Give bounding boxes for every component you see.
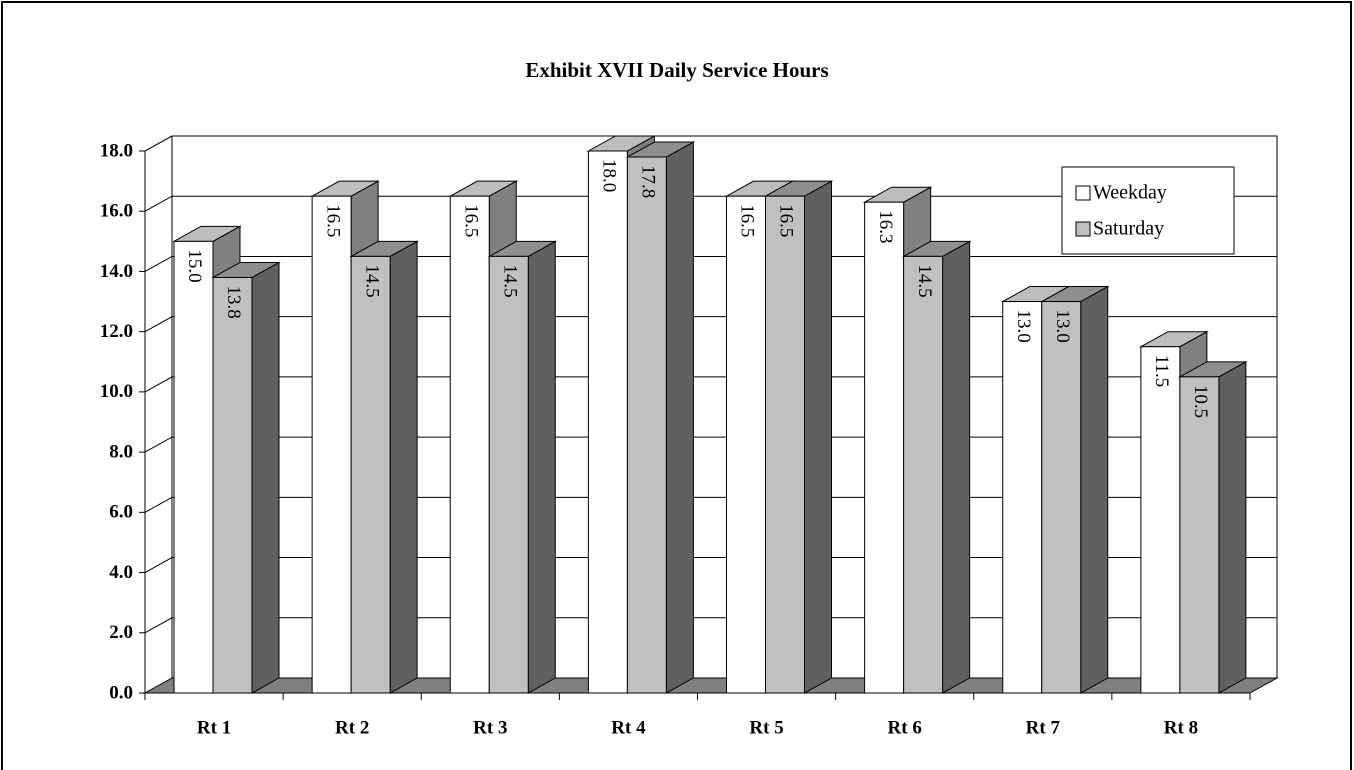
y-tick-label: 12.0 — [100, 321, 133, 342]
bar-side — [942, 240, 971, 694]
bar — [864, 201, 905, 694]
bar — [626, 156, 667, 694]
y-tick-label: 10.0 — [100, 381, 133, 402]
value-label: 13.0 — [1013, 310, 1034, 343]
bar — [1179, 376, 1220, 694]
x-tick-label: Rt 7 — [1026, 717, 1061, 738]
y-tick-label: 16.0 — [100, 201, 133, 222]
x-tick-label: Rt 8 — [1164, 717, 1198, 738]
y-tick-label: 18.0 — [100, 140, 133, 161]
bar — [212, 276, 253, 694]
legend-swatch — [1075, 185, 1091, 201]
value-label: 18.0 — [599, 159, 620, 192]
value-label: 16.3 — [875, 210, 896, 243]
x-tick-label: Rt 5 — [749, 717, 783, 738]
bar — [726, 195, 766, 694]
value-label: 16.5 — [460, 204, 481, 237]
x-tick-label: Rt 2 — [335, 717, 369, 738]
y-tick-label: 6.0 — [109, 502, 133, 523]
bar-side — [804, 180, 832, 694]
x-tick-label: Rt 6 — [888, 717, 922, 738]
legend-label: Saturday — [1093, 218, 1164, 240]
x-tick-label: Rt 3 — [473, 717, 507, 738]
x-tick-label: Rt 1 — [197, 717, 231, 738]
chart-title: Exhibit XVII Daily Service Hours — [525, 58, 828, 82]
x-tick-label: Rt 4 — [611, 717, 646, 738]
bar-side — [251, 261, 280, 694]
value-label: 14.5 — [499, 264, 520, 297]
value-label: 16.5 — [776, 204, 797, 237]
y-tick-label: 14.0 — [100, 261, 133, 282]
bar — [311, 195, 352, 694]
value-label: 10.5 — [1190, 385, 1211, 418]
value-label: 15.0 — [184, 249, 205, 282]
value-label: 13.8 — [223, 285, 244, 318]
bar — [1140, 346, 1181, 694]
bar-side — [665, 141, 694, 694]
grid-line — [144, 135, 1277, 152]
value-label: 14.5 — [914, 264, 935, 297]
legend-box — [1061, 166, 1235, 255]
bar — [350, 255, 391, 694]
value-label: 14.5 — [361, 264, 382, 297]
bar — [488, 255, 529, 694]
value-label: 16.5 — [737, 204, 758, 237]
y-tick-label: 0.0 — [109, 682, 133, 703]
value-label: 17.8 — [638, 165, 659, 198]
bar — [1002, 301, 1043, 694]
value-label: 11.5 — [1151, 355, 1172, 388]
value-label: 13.0 — [1052, 310, 1073, 343]
bar-side — [527, 240, 556, 694]
bar — [449, 195, 490, 694]
bar — [1041, 301, 1082, 694]
y-tick-label: 8.0 — [109, 441, 133, 462]
y-tick-label: 2.0 — [109, 622, 133, 643]
bar-side — [389, 240, 418, 694]
y-tick-label: 4.0 — [109, 562, 133, 583]
legend-label: Weekday — [1093, 182, 1167, 204]
value-label: 16.5 — [322, 204, 343, 237]
bar — [587, 150, 628, 694]
bar — [765, 195, 805, 694]
bar-side — [1218, 360, 1247, 694]
bar-side — [1080, 285, 1109, 694]
bar — [903, 255, 944, 694]
bar — [173, 240, 214, 694]
legend-swatch — [1075, 221, 1091, 237]
